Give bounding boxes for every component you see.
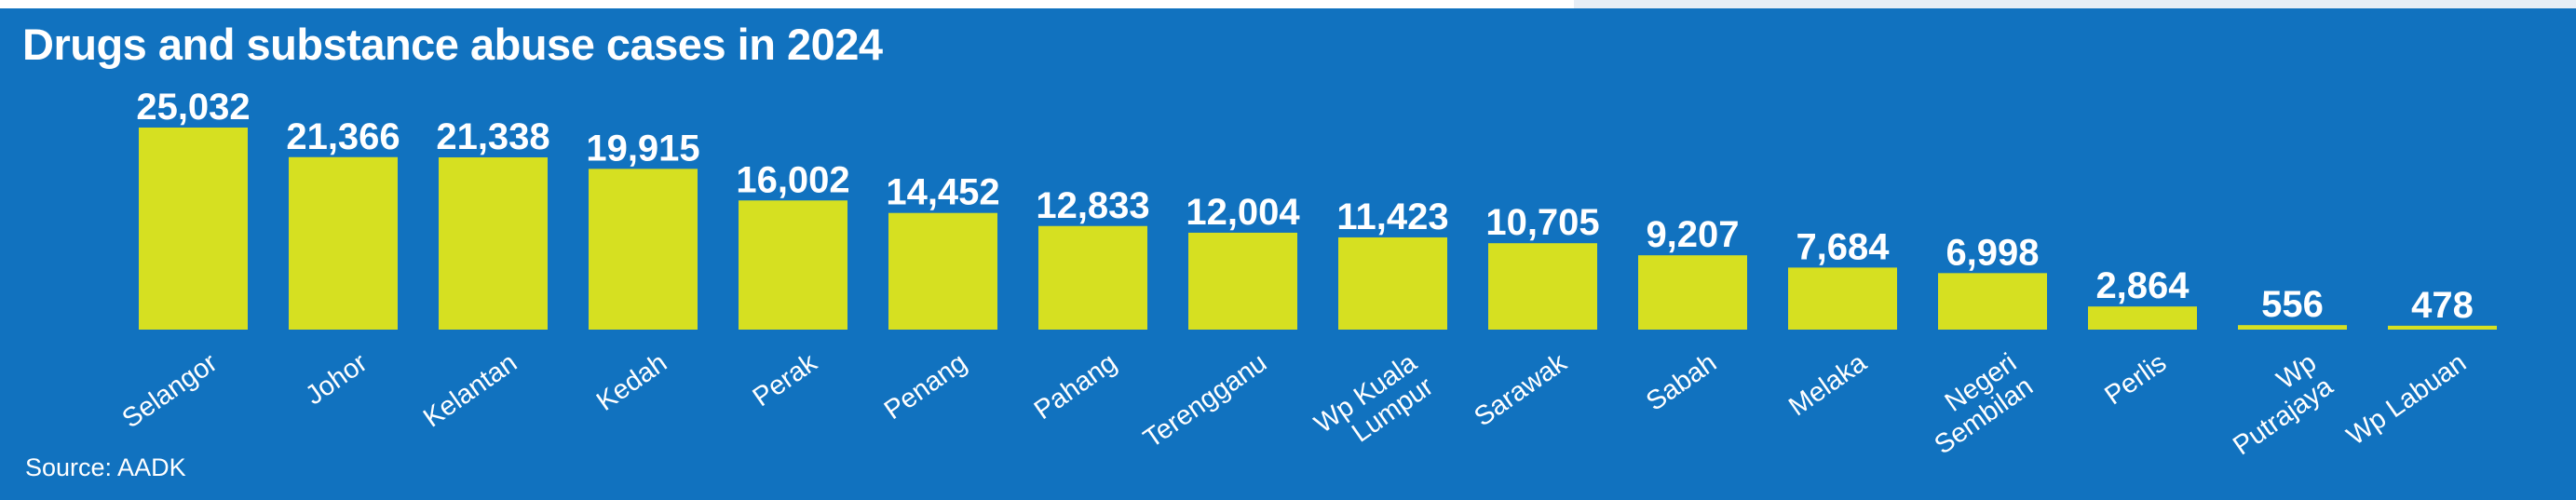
- value-label: 10,705: [1485, 202, 1599, 243]
- value-label: 478: [2411, 285, 2474, 326]
- value-label: 12,833: [1036, 185, 1149, 226]
- bar: [1638, 255, 1747, 330]
- bar: [139, 128, 248, 330]
- bar: [589, 169, 698, 330]
- bar: [1338, 236, 1447, 330]
- bar: [2238, 325, 2347, 330]
- value-label: 21,338: [436, 116, 549, 157]
- value-label: 9,207: [1646, 214, 1739, 255]
- value-label: 11,423: [1336, 196, 1448, 237]
- category-label: Perlis: [2099, 348, 2172, 412]
- category-label: Kedah: [591, 348, 672, 417]
- category-label: Wp KualaLumpur: [1309, 347, 1440, 463]
- category-label: Sarawak: [1469, 347, 1572, 432]
- category-label: Kelantan: [418, 348, 522, 434]
- value-label: 21,366: [286, 116, 400, 157]
- category-label: Pahang: [1029, 348, 1122, 426]
- value-label: 2,864: [2095, 265, 2190, 306]
- category-label: Perak: [748, 347, 823, 412]
- value-label: 12,004: [1186, 192, 1300, 233]
- bar: [439, 157, 548, 330]
- category-label: Selangor: [117, 347, 224, 434]
- category-label: Johor: [300, 347, 373, 411]
- category-label: Penang: [879, 348, 972, 426]
- value-label: 25,032: [136, 87, 250, 128]
- top-edge-strip-right: [1574, 0, 2576, 8]
- bar: [888, 212, 997, 330]
- source-note: Source: AADK: [25, 453, 186, 481]
- category-label: Wp Labuan: [2341, 348, 2472, 452]
- value-label: 556: [2261, 284, 2324, 325]
- value-label: 7,684: [1796, 226, 1890, 267]
- bar: [1938, 273, 2047, 330]
- bar: [2088, 306, 2197, 330]
- value-label: 19,915: [586, 128, 699, 169]
- top-edge-strip: [0, 0, 1574, 8]
- bar: [1488, 243, 1597, 330]
- category-label: NegeriSembilan: [1913, 348, 2039, 461]
- chart-title: Drugs and substance abuse cases in 2024: [22, 20, 883, 69]
- value-label: 6,998: [1946, 232, 2039, 273]
- bar: [1188, 232, 1297, 330]
- category-label: Sabah: [1641, 348, 1722, 417]
- value-label: 16,002: [736, 159, 849, 200]
- category-label: Terengganu: [1138, 348, 1272, 454]
- bar: [1788, 267, 1897, 330]
- bar: [1038, 225, 1147, 330]
- bar: [289, 156, 398, 330]
- value-label: 14,452: [886, 172, 999, 213]
- bar: [739, 200, 847, 330]
- category-label: WpPutrajaya: [2211, 347, 2339, 461]
- bar: [2388, 325, 2497, 330]
- category-label: Melaka: [1783, 347, 1873, 422]
